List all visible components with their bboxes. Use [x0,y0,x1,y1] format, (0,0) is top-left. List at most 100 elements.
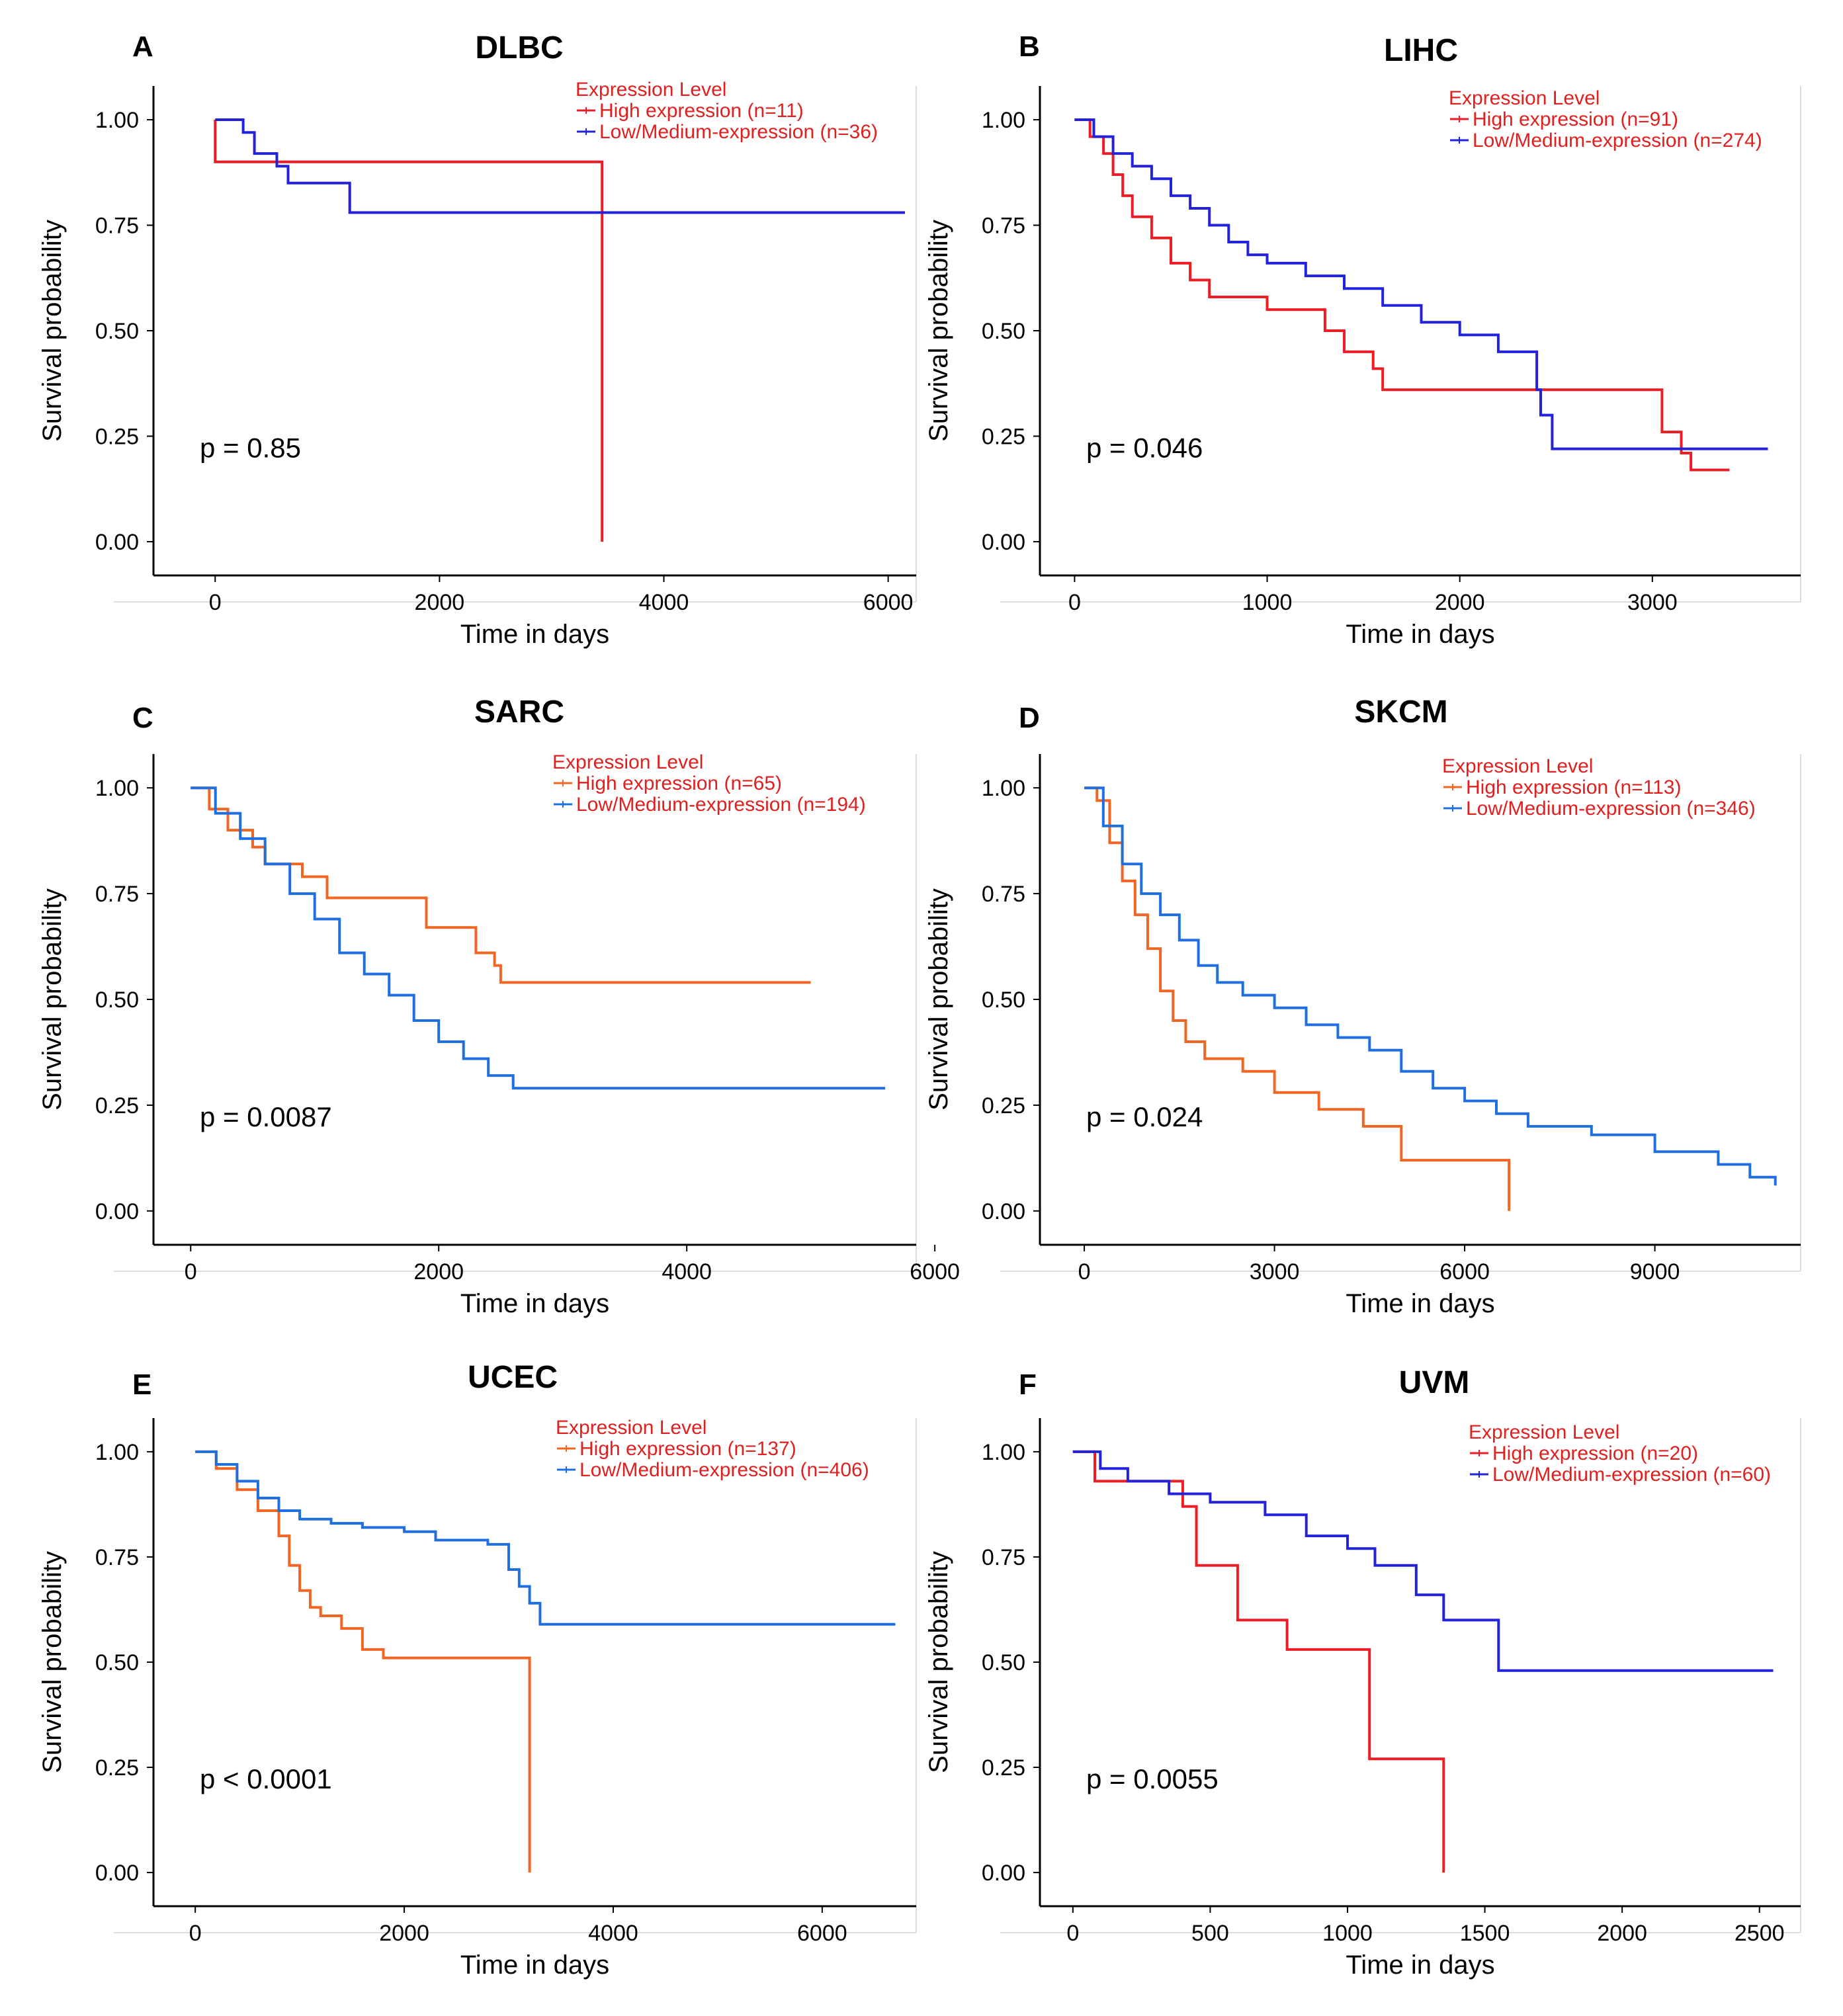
x-tick-label: 9000 [1630,1259,1680,1284]
y-tick-label: 0.75 [95,1545,139,1570]
legend-entry: Low/Medium-expression (n=406) [579,1459,869,1481]
x-tick-label: 2500 [1735,1921,1785,1946]
legend-entry: High expression (n=113) [1466,777,1681,798]
panel-title: SARC [474,694,564,730]
panel-letter: C [132,702,153,734]
x-axis-title: Time in days [460,1951,609,1980]
panel-f: F UVM 0.00 0.25 0.50 0.75 1.00 0 500 1000 1500 2000… [924,1365,1801,1980]
y-tick-label: 0.75 [95,214,139,239]
y-tick-label: 0.25 [95,1755,139,1781]
y-tick-label: 0.75 [982,214,1025,239]
y-tick-label: 1.00 [982,1440,1025,1465]
x-tick-label: 1500 [1460,1921,1510,1946]
legend-entry: High expression (n=137) [579,1438,796,1460]
panel-d: D SKCM 0.00 0.25 0.50 0.75 1.00 0 3000 6000 9000 Ti… [924,694,1801,1318]
x-axis-title: Time in days [460,620,609,649]
survival-curve-high [195,1450,531,1873]
panel-letter: F [1019,1368,1037,1401]
y-tick-label: 0.50 [982,319,1025,344]
y-tick-label: 0.00 [982,530,1025,555]
panel-title: UCEC [468,1360,558,1395]
x-axis-title: Time in days [460,1289,609,1318]
y-axis-title: Survival probability [924,888,953,1111]
panel-title: SKCM [1354,694,1447,730]
survival-curve-low-medium [191,786,886,1090]
panel-title: UVM [1399,1365,1470,1400]
x-tick-label: 6000 [863,590,914,615]
legend-entry: Low/Medium-expression (n=36) [599,121,878,143]
y-axis-title: Survival probability [38,1551,67,1773]
x-tick-label: 2000 [413,1259,464,1284]
y-tick-label: 0.50 [982,1650,1025,1675]
x-tick-label: 6000 [1439,1259,1490,1284]
panel-title: LIHC [1384,33,1458,68]
y-tick-label: 1.00 [95,108,139,133]
x-tick-label: 2000 [1597,1921,1647,1946]
p-value: p = 0.0055 [1086,1763,1219,1794]
panel-a: A DLBC 0.00 0.25 0.50 0.75 1.00 0 2000 4000 6000 Ti… [38,30,917,649]
survival-curve-low-medium [1084,786,1777,1186]
p-value: p = 0.046 [1086,432,1203,463]
survival-curve-high [1074,118,1730,472]
y-tick-label: 0.00 [982,1861,1025,1886]
y-tick-label: 0.50 [982,987,1025,1013]
legend-title: Expression Level [576,79,726,101]
panel-letter: B [1019,30,1040,63]
y-tick-label: 1.00 [982,108,1025,133]
y-tick-label: 0.50 [95,1650,139,1675]
p-value: p = 0.85 [200,432,301,463]
p-value: p = 0.0087 [200,1101,332,1132]
x-tick-label: 4000 [662,1259,712,1284]
y-tick-label: 1.00 [95,776,139,801]
legend-entry: High expression (n=11) [599,100,804,122]
y-tick-label: 0.75 [982,882,1025,907]
legend-entry: High expression (n=20) [1492,1443,1698,1464]
x-tick-label: 4000 [639,590,689,615]
x-tick-label: 1000 [1242,590,1293,615]
y-tick-label: 0.75 [95,882,139,907]
x-tick-label: 0 [1078,1259,1091,1284]
x-tick-label: 500 [1191,1921,1229,1946]
survival-curve-low-medium [1074,118,1768,450]
legend-title: Expression Level [1442,755,1593,777]
x-tick-label: 6000 [797,1921,847,1946]
survival-curve-high [191,786,811,984]
p-value: p < 0.0001 [200,1763,332,1794]
y-tick-label: 0.25 [95,424,139,449]
panel-title: DLBC [475,30,563,65]
legend-entry: High expression (n=65) [576,773,782,794]
x-tick-label: 0 [1066,1921,1079,1946]
x-tick-label: 3000 [1250,1259,1300,1284]
legend-title: Expression Level [556,1417,707,1439]
y-tick-label: 0.00 [95,530,139,555]
y-axis-title: Survival probability [924,1551,953,1773]
y-axis-title: Survival probability [924,220,953,442]
legend-title: Expression Level [1469,1421,1619,1443]
panel-letter: A [132,30,153,63]
y-axis-title: Survival probability [38,888,67,1111]
x-tick-label: 0 [1068,590,1081,615]
panel-e: E UCEC 0.00 0.25 0.50 0.75 1.00 0 2000 4000 6000 Ti… [38,1360,917,1980]
x-tick-label: 1000 [1322,1921,1373,1946]
y-tick-label: 0.00 [95,1861,139,1886]
y-tick-label: 0.25 [982,1093,1025,1118]
x-tick-label: 2000 [1435,590,1485,615]
y-tick-label: 0.75 [982,1545,1025,1570]
y-tick-label: 1.00 [982,776,1025,801]
y-tick-label: 0.25 [982,1755,1025,1781]
y-tick-label: 0.00 [982,1199,1025,1224]
x-tick-label: 0 [209,590,222,615]
panel-b: B LIHC 0.00 0.25 0.50 0.75 1.00 0 1000 2000 3000 Ti… [924,30,1801,649]
survival-curve-high [214,120,604,542]
legend-title: Expression Level [1449,87,1600,109]
survival-curve-high [1084,786,1511,1211]
legend-entry: High expression (n=91) [1473,108,1678,130]
x-axis-title: Time in days [1346,1951,1494,1980]
x-tick-label: 4000 [588,1921,638,1946]
survival-curve-low-medium [1072,1450,1774,1672]
x-tick-label: 6000 [910,1259,960,1284]
legend-entry: Low/Medium-expression (n=60) [1492,1464,1771,1486]
p-value: p = 0.024 [1086,1101,1203,1132]
